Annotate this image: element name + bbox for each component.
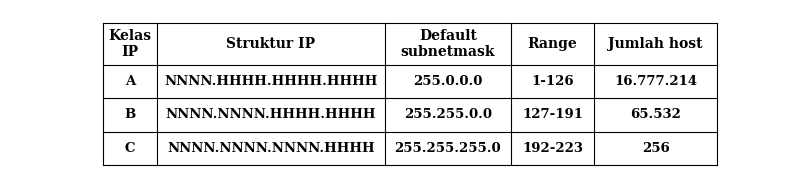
Text: 127-191: 127-191 bbox=[522, 108, 583, 121]
Text: 255.255.255.0: 255.255.255.0 bbox=[394, 142, 502, 155]
Text: NNNN.NNNN.NNNN.HHHH: NNNN.NNNN.NNNN.HHHH bbox=[167, 142, 375, 155]
Text: 1-126: 1-126 bbox=[531, 75, 574, 88]
Text: Kelas
IP: Kelas IP bbox=[109, 29, 152, 59]
Text: 65.532: 65.532 bbox=[630, 108, 681, 121]
Text: C: C bbox=[125, 142, 135, 155]
Text: NNNN.NNNN.HHHH.HHHH: NNNN.NNNN.HHHH.HHHH bbox=[166, 108, 376, 121]
Text: 256: 256 bbox=[642, 142, 670, 155]
Text: Struktur IP: Struktur IP bbox=[226, 37, 315, 51]
Text: A: A bbox=[125, 75, 135, 88]
Text: B: B bbox=[125, 108, 136, 121]
Text: 255.255.0.0: 255.255.0.0 bbox=[404, 108, 492, 121]
Text: Jumlah host: Jumlah host bbox=[608, 37, 702, 51]
Text: Range: Range bbox=[528, 37, 578, 51]
Text: 255.0.0.0: 255.0.0.0 bbox=[414, 75, 482, 88]
Text: NNNN.HHHH.HHHH.HHHH: NNNN.HHHH.HHHH.HHHH bbox=[164, 75, 378, 88]
Text: Default
subnetmask: Default subnetmask bbox=[401, 29, 495, 59]
Text: 192-223: 192-223 bbox=[522, 142, 583, 155]
Text: 16.777.214: 16.777.214 bbox=[614, 75, 697, 88]
